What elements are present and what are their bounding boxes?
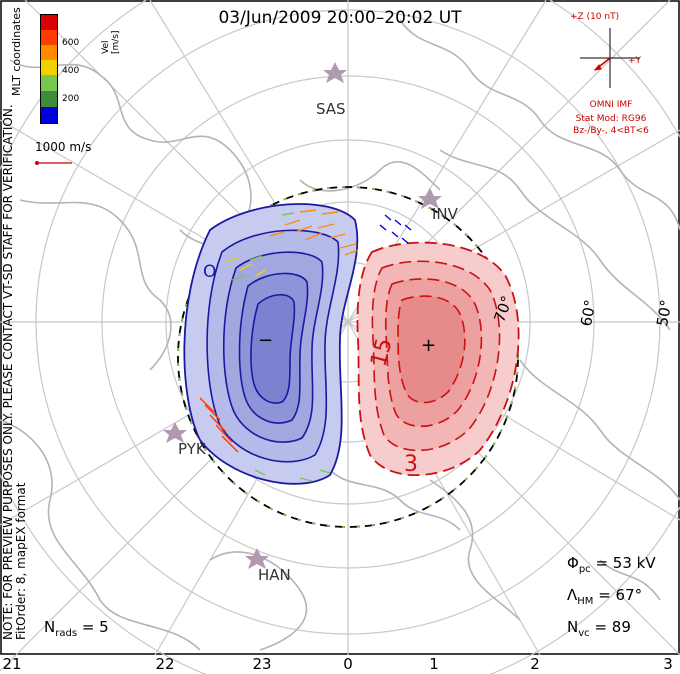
coastlines: [0, 19, 680, 651]
station-label-inv: INV: [432, 205, 458, 223]
lambda-subscript: HM: [577, 596, 594, 607]
stat-model-label: Stat Mod: RG96: [575, 114, 647, 124]
station-label-pyk: PYK: [178, 440, 206, 458]
phi-subscript: pc: [578, 564, 591, 575]
nvc-subscript: vc: [578, 628, 590, 639]
colorbar-title: Vel [m/s]: [101, 30, 121, 54]
potential-minimum-marker: −: [258, 330, 274, 351]
phi-value: = 53 kV: [595, 554, 656, 572]
colorbar-swatch-2: [41, 30, 57, 45]
contour-label-zero: O: [203, 262, 217, 282]
colorbar-tick: 200: [62, 94, 80, 104]
nrads-subscript: rads: [55, 628, 78, 639]
colorbar-tick: 600: [62, 38, 80, 48]
nvc-value: = 89: [594, 618, 631, 636]
positive-convection-cell: [356, 241, 520, 476]
hm-latitude: ΛHM = 67°: [567, 586, 642, 607]
imf-scale-label: +Z (10 nT): [570, 12, 620, 22]
mlt-tick: 22: [155, 655, 175, 673]
phi-symbol: Φ: [567, 554, 579, 572]
colorbar-swatch-3: [41, 45, 57, 60]
contour-label-3: 3: [404, 452, 418, 477]
imf-y-label: +Y: [628, 56, 642, 66]
mlt-tick: 21: [2, 655, 22, 673]
nvc-symbol: N: [567, 618, 579, 636]
imf-panel: +Z (10 nT) +Y OMNI IMF Stat Mod: RG96 Bz…: [548, 8, 674, 138]
colorbar-swatch-1: [41, 15, 57, 30]
station-label-han: HAN: [258, 566, 291, 584]
colorbar-swatch-5: [41, 75, 57, 91]
mlt-tick: 3: [663, 655, 673, 673]
mlt-tick: 1: [429, 655, 439, 673]
velocity-vectors: [199, 209, 412, 482]
colorbar-tick: 400: [62, 66, 80, 76]
mlt-tick: 2: [530, 655, 540, 673]
mlt-axis: 21 22 23 0 1 2 3: [0, 655, 680, 674]
negative-convection-cell: [183, 203, 359, 485]
lambda-value: = 67°: [598, 586, 643, 604]
velocity-reference-dot: [35, 161, 39, 165]
radar-count: Nrads = 5: [44, 618, 109, 639]
fit-order-note: FitOrder: 8, mapEX format: [14, 482, 28, 640]
imf-source: OMNI IMF: [589, 100, 633, 110]
velocity-colorbar: 600 400 200 Vel [m/s]: [40, 14, 121, 126]
velocity-reference-label: 1000 m/s: [35, 140, 92, 154]
nrads-symbol: N: [44, 618, 56, 636]
mlt-tick: 0: [343, 655, 353, 673]
lambda-symbol: Λ: [567, 586, 578, 604]
station-markers: [163, 62, 442, 569]
imf-dial: [580, 28, 640, 88]
preview-note: NOTE: FOR PREVIEW PURPOSES ONLY. PLEASE …: [1, 0, 28, 640]
colorbar-swatch-4: [41, 60, 57, 75]
colorbar-swatch-6: [41, 91, 57, 107]
vector-count: Nvc = 89: [567, 618, 631, 639]
nrads-value: = 5: [81, 618, 109, 636]
potential-maximum-marker: +: [421, 335, 437, 356]
cross-polar-cap-potential: Φpc = 53 kV: [567, 554, 656, 575]
map-title: 03/Jun/2009 20:00–20:02 UT: [218, 8, 462, 28]
mlt-tick: 23: [252, 655, 272, 673]
plot-border: [0, 0, 680, 655]
colorbar-swatch-7: [41, 107, 57, 123]
station-label-sas: SAS: [316, 100, 346, 118]
imf-condition: Bz-/By-, 4<BT<6: [573, 126, 649, 136]
